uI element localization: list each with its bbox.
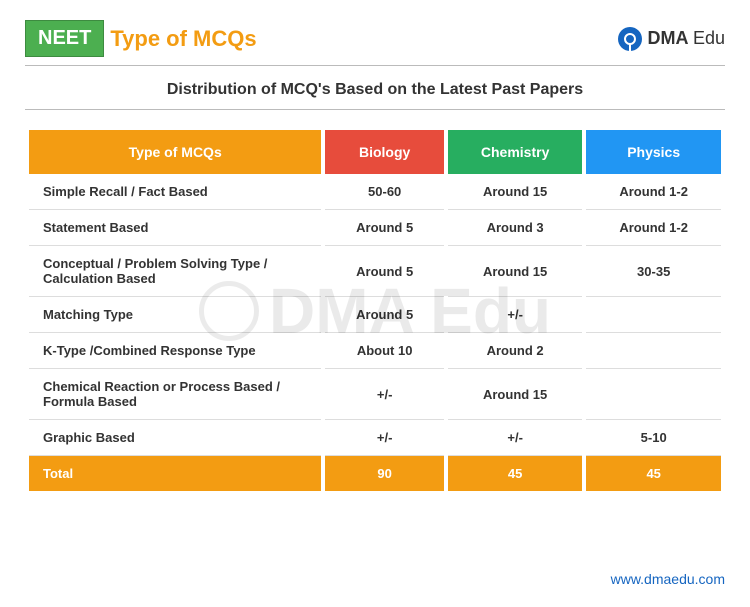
- table-total-row: Total904545: [29, 456, 721, 491]
- cell-total-biology: 90: [325, 456, 444, 491]
- header: NEET Type of MCQs DMA Edu: [25, 20, 725, 57]
- cell-type: K-Type /Combined Response Type: [29, 333, 321, 369]
- cell-biology: Around 5: [325, 297, 444, 333]
- cell-chemistry: +/-: [448, 420, 582, 456]
- table-container: DMA Edu Type of MCQs Biology Chemistry P…: [25, 130, 725, 491]
- table-row: K-Type /Combined Response TypeAbout 10Ar…: [29, 333, 721, 369]
- cell-type: Conceptual / Problem Solving Type / Calc…: [29, 246, 321, 297]
- cell-chemistry: Around 3: [448, 210, 582, 246]
- table-row: Matching TypeAround 5+/-: [29, 297, 721, 333]
- cell-biology: 50-60: [325, 174, 444, 210]
- mcq-distribution-table: Type of MCQs Biology Chemistry Physics S…: [25, 130, 725, 491]
- cell-biology: Around 5: [325, 210, 444, 246]
- divider: [25, 65, 725, 66]
- cell-chemistry: +/-: [448, 297, 582, 333]
- cell-chemistry: Around 15: [448, 246, 582, 297]
- cell-biology: Around 5: [325, 246, 444, 297]
- cell-type: Simple Recall / Fact Based: [29, 174, 321, 210]
- cell-biology: +/-: [325, 420, 444, 456]
- table-row: Chemical Reaction or Process Based / For…: [29, 369, 721, 420]
- divider: [25, 109, 725, 110]
- cell-physics: 30-35: [586, 246, 721, 297]
- table-row: Graphic Based+/-+/-5-10: [29, 420, 721, 456]
- cell-physics: [586, 297, 721, 333]
- col-physics: Physics: [586, 130, 721, 174]
- cell-chemistry: Around 15: [448, 174, 582, 210]
- cell-type: Chemical Reaction or Process Based / For…: [29, 369, 321, 420]
- subtitle: Distribution of MCQ's Based on the Lates…: [25, 81, 725, 99]
- cell-total-chemistry: 45: [448, 456, 582, 491]
- cell-type: Graphic Based: [29, 420, 321, 456]
- cell-chemistry: Around 15: [448, 369, 582, 420]
- cell-total-physics: 45: [586, 456, 721, 491]
- title-group: NEET Type of MCQs: [25, 20, 257, 57]
- cell-physics: Around 1-2: [586, 210, 721, 246]
- logo-icon: [618, 27, 642, 51]
- footer-url[interactable]: www.dmaedu.com: [611, 571, 725, 587]
- cell-biology: About 10: [325, 333, 444, 369]
- cell-biology: +/-: [325, 369, 444, 420]
- table-row: Conceptual / Problem Solving Type / Calc…: [29, 246, 721, 297]
- col-biology: Biology: [325, 130, 444, 174]
- brand-logo: DMA Edu: [618, 27, 725, 51]
- cell-physics: 5-10: [586, 420, 721, 456]
- neet-badge: NEET: [25, 20, 104, 57]
- table-header-row: Type of MCQs Biology Chemistry Physics: [29, 130, 721, 174]
- page-title: Type of MCQs: [110, 26, 256, 52]
- cell-total-label: Total: [29, 456, 321, 491]
- table-row: Statement BasedAround 5Around 3Around 1-…: [29, 210, 721, 246]
- cell-type: Statement Based: [29, 210, 321, 246]
- cell-physics: [586, 333, 721, 369]
- cell-physics: [586, 369, 721, 420]
- col-chemistry: Chemistry: [448, 130, 582, 174]
- cell-type: Matching Type: [29, 297, 321, 333]
- col-type: Type of MCQs: [29, 130, 321, 174]
- cell-chemistry: Around 2: [448, 333, 582, 369]
- table-row: Simple Recall / Fact Based50-60Around 15…: [29, 174, 721, 210]
- logo-text: DMA Edu: [648, 28, 725, 49]
- cell-physics: Around 1-2: [586, 174, 721, 210]
